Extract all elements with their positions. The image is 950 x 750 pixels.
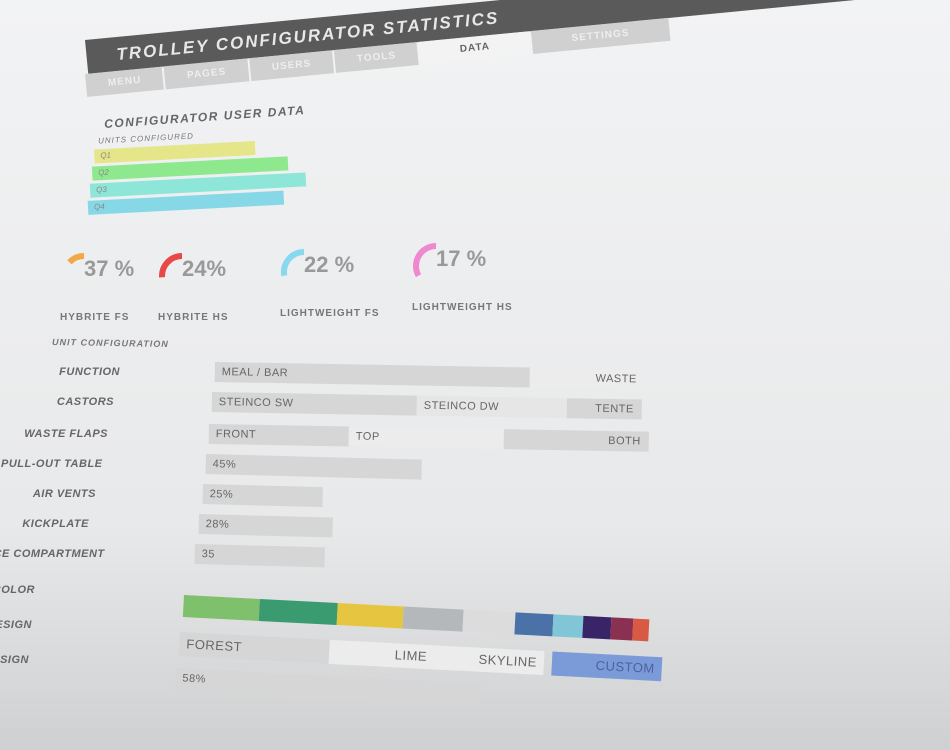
color-swatch[interactable] [582, 615, 612, 640]
option-both[interactable]: BOTH [503, 429, 649, 452]
design-option-custom[interactable]: CUSTOM [551, 651, 663, 682]
config-row: FRONT TOP BOTH [208, 424, 649, 452]
gauge-arc-icon [67, 253, 85, 265]
color-swatch[interactable] [552, 614, 584, 638]
color-swatch[interactable] [632, 618, 650, 642]
config-label: ICE COMPARTMENT [0, 548, 105, 560]
gauge-value: 37 % [84, 256, 135, 281]
bottom-label-design: DESIGN [0, 619, 32, 631]
option-steinco-sw[interactable]: STEINCO SW [211, 392, 417, 416]
units-label: UNITS CONFIGURED [97, 131, 195, 146]
color-swatch[interactable] [336, 603, 404, 629]
gauge-label: LIGHTWEIGHT FS [280, 308, 380, 319]
option-waste[interactable]: WASTE [529, 367, 645, 390]
color-swatch[interactable] [610, 617, 634, 641]
config-value-bar[interactable]: 45% [205, 454, 422, 480]
config-value-bar[interactable]: 35 [194, 544, 325, 568]
bottom-label-color: COLOR [0, 584, 35, 596]
unit-config-title: UNIT CONFIGURATION [51, 336, 169, 350]
design-option-lime[interactable]: LIME [328, 639, 435, 670]
section-title: CONFIGURATOR USER DATA [103, 102, 306, 132]
gauge-value: 17 % [436, 246, 487, 271]
option-steinco-dw[interactable]: STEINCO DW [416, 395, 567, 419]
config-row: 28% [198, 514, 334, 538]
color-swatch[interactable] [258, 598, 338, 626]
config-value-bar[interactable]: 25% [202, 484, 323, 508]
gauge-label: HYBRITE FS [60, 312, 130, 323]
design-value-bar[interactable]: 58% [174, 668, 481, 708]
config-value-bar[interactable]: 28% [198, 514, 334, 538]
config-row: MEAL / BAR WASTE [214, 362, 645, 390]
config-label: KICKPLATE [22, 518, 89, 530]
color-swatch[interactable] [462, 609, 516, 635]
config-label: FUNCTION [59, 366, 120, 378]
gauge-value: 24% [182, 256, 227, 281]
gauge-arc-icon [413, 243, 437, 278]
color-swatch[interactable] [182, 595, 260, 621]
gauge-arc-icon [281, 249, 305, 277]
config-label: CASTORS [56, 396, 114, 408]
option-front[interactable]: FRONT [208, 424, 349, 447]
config-label: PULL-OUT TABLE [1, 458, 103, 470]
color-swatch[interactable] [402, 606, 464, 632]
gauge-label: HYBRITE HS [158, 312, 229, 323]
bottom-label-design: DESIGN [0, 654, 29, 666]
gauge-arc-icon [159, 253, 183, 278]
design-option-forest[interactable]: FOREST [178, 632, 330, 664]
design-option-skyline[interactable]: SKYLINE [433, 645, 545, 676]
color-swatch[interactable] [514, 612, 554, 637]
option-meal-bar[interactable]: MEAL / BAR [214, 362, 530, 388]
config-row: STEINCO SW STEINCO DW TENTE [211, 392, 642, 420]
config-row: 45% [205, 454, 422, 480]
units-bar-chart: Q1 Q2 Q3 Q4 [84, 138, 307, 217]
config-label: WASTE FLAPS [24, 428, 108, 440]
gauge-value: 22 % [304, 252, 355, 277]
option-tente[interactable]: TENTE [566, 398, 642, 420]
config-row: 35 [194, 544, 325, 568]
config-label: AIR VENTS [32, 488, 96, 500]
config-row: 25% [202, 484, 323, 508]
gauge-label: LIGHTWEIGHT HS [412, 302, 513, 313]
option-top[interactable]: TOP [348, 426, 504, 450]
color-swatches [182, 595, 650, 642]
